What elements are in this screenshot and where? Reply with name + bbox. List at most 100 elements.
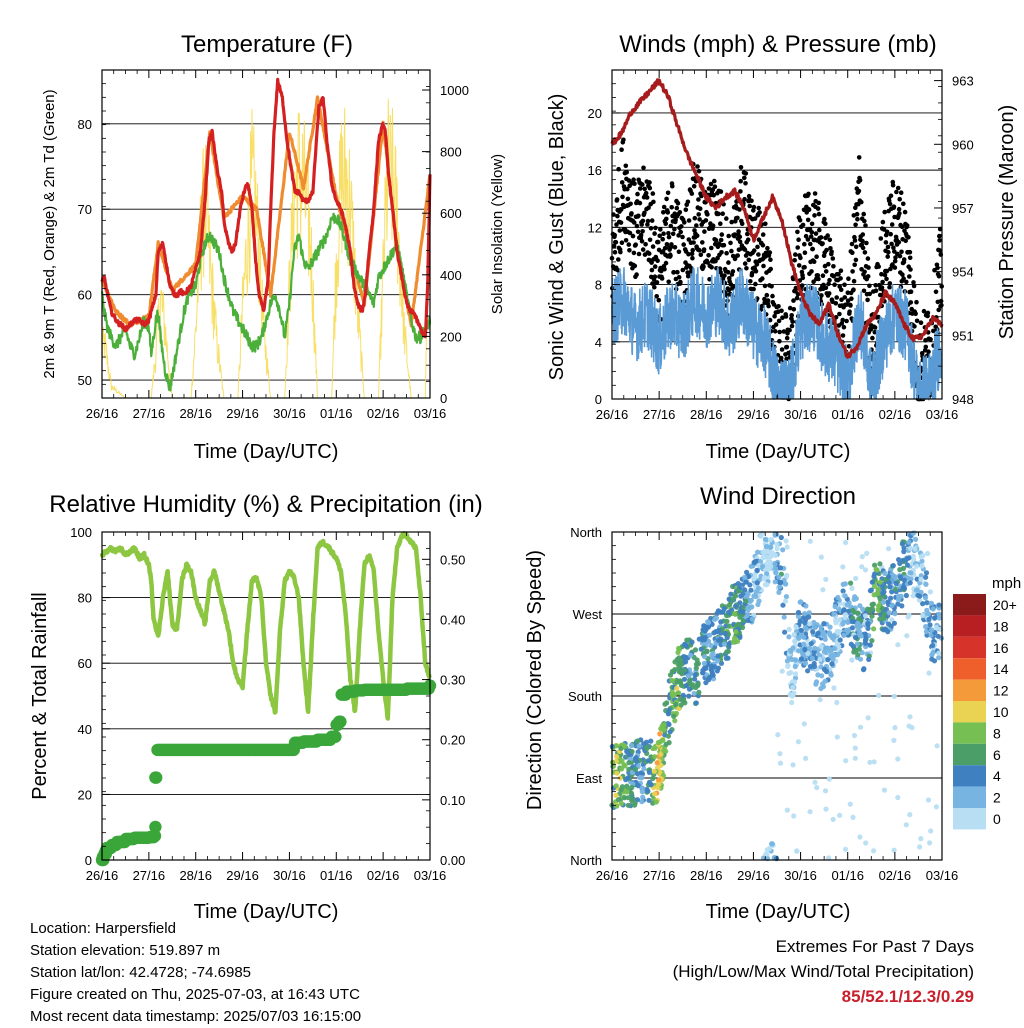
gust-point xyxy=(737,239,743,245)
gust-point xyxy=(867,283,872,289)
direction-point xyxy=(802,620,808,626)
gust-point xyxy=(762,296,767,302)
gust-point xyxy=(816,200,821,206)
direction-point xyxy=(751,576,757,582)
gust-point xyxy=(887,201,893,207)
gust-point xyxy=(676,249,682,255)
direction-point xyxy=(831,611,837,617)
direction-point xyxy=(853,647,859,653)
direction-point xyxy=(686,693,692,699)
gust-point xyxy=(790,319,795,324)
gust-point xyxy=(705,260,710,265)
direction-point xyxy=(862,567,869,573)
direction-point xyxy=(807,809,813,815)
direction-point xyxy=(933,804,940,810)
gust-point xyxy=(826,281,831,287)
gust-point xyxy=(718,221,723,226)
gust-point xyxy=(879,285,885,290)
direction-point xyxy=(913,563,920,569)
gust-point xyxy=(889,241,894,247)
direction-point xyxy=(826,630,833,636)
gust-point xyxy=(701,247,707,252)
direction-point xyxy=(735,588,741,594)
y-tick-label: 60 xyxy=(78,656,92,671)
gust-point xyxy=(760,232,766,237)
gust-point xyxy=(780,315,785,321)
direction-point xyxy=(886,546,892,552)
gust-point xyxy=(751,204,757,210)
direction-point xyxy=(622,743,628,749)
direction-point xyxy=(796,648,802,654)
gust-point xyxy=(757,210,762,215)
direction-point xyxy=(740,617,746,624)
y-tick-label: 8 xyxy=(595,278,602,293)
direction-point xyxy=(677,678,683,684)
direction-point xyxy=(646,797,652,803)
gust-point xyxy=(753,281,758,287)
gust-point xyxy=(850,250,855,255)
direction-point xyxy=(781,614,787,620)
gust-point xyxy=(820,273,826,279)
y-right-tick-label: 963 xyxy=(952,74,974,89)
gust-point xyxy=(744,266,749,271)
direction-point xyxy=(676,645,682,652)
gust-point xyxy=(846,344,852,349)
gust-point xyxy=(618,249,623,255)
direction-point xyxy=(886,574,892,580)
direction-point xyxy=(849,657,855,663)
direction-point xyxy=(639,799,645,805)
direction-point xyxy=(667,729,673,735)
gust-point xyxy=(685,199,691,205)
direction-point xyxy=(782,629,788,635)
gust-point xyxy=(761,263,766,269)
direction-point xyxy=(868,587,874,593)
direction-point xyxy=(908,570,914,576)
gust-point xyxy=(901,201,906,207)
colorbar-label: 20+ xyxy=(993,597,1017,613)
direction-point xyxy=(815,630,821,636)
gust-point xyxy=(672,245,678,250)
humidity-xlabel: Time (Day/UTC) xyxy=(194,901,339,923)
gust-point xyxy=(860,238,865,244)
temperature-ylabel: 2m & 9m T (Red, Orange) & 2m Td (Green) xyxy=(41,89,58,378)
gust-point xyxy=(882,209,887,215)
direction-point xyxy=(913,587,920,593)
direction-point xyxy=(776,589,782,596)
direction-point xyxy=(783,538,789,544)
direction-point xyxy=(625,802,631,808)
direction-point xyxy=(907,580,913,586)
direction-point xyxy=(886,610,892,616)
direction-point xyxy=(866,607,873,614)
direction-point xyxy=(936,615,943,621)
gust-point xyxy=(891,245,896,250)
direction-point xyxy=(863,840,869,846)
direction-point xyxy=(708,642,714,649)
gust-point xyxy=(664,216,669,222)
direction-point xyxy=(785,663,791,670)
direction-point xyxy=(666,721,672,728)
direction-point xyxy=(891,693,897,699)
direction-point xyxy=(721,641,728,647)
gust-point xyxy=(661,231,666,236)
direction-point xyxy=(842,593,848,599)
direction-point xyxy=(721,606,727,612)
direction-point xyxy=(859,564,865,570)
gust-point xyxy=(886,249,891,255)
direction-point xyxy=(814,785,820,791)
gust-point xyxy=(615,268,621,273)
direction-point xyxy=(834,699,840,706)
direction-point xyxy=(625,795,632,801)
direction-point xyxy=(859,650,865,656)
direction-point xyxy=(863,613,869,619)
direction-point xyxy=(907,714,913,720)
direction-point xyxy=(871,626,877,632)
direction-point xyxy=(882,570,888,577)
series-2m-t xyxy=(100,77,432,339)
gust-point xyxy=(903,238,908,244)
direction-point xyxy=(784,807,790,813)
gust-point xyxy=(815,273,821,278)
temperature-xlabel: Time (Day/UTC) xyxy=(194,441,339,463)
gust-point xyxy=(626,242,632,247)
temperature-title: Temperature (F) xyxy=(181,31,353,58)
direction-point xyxy=(744,569,750,575)
